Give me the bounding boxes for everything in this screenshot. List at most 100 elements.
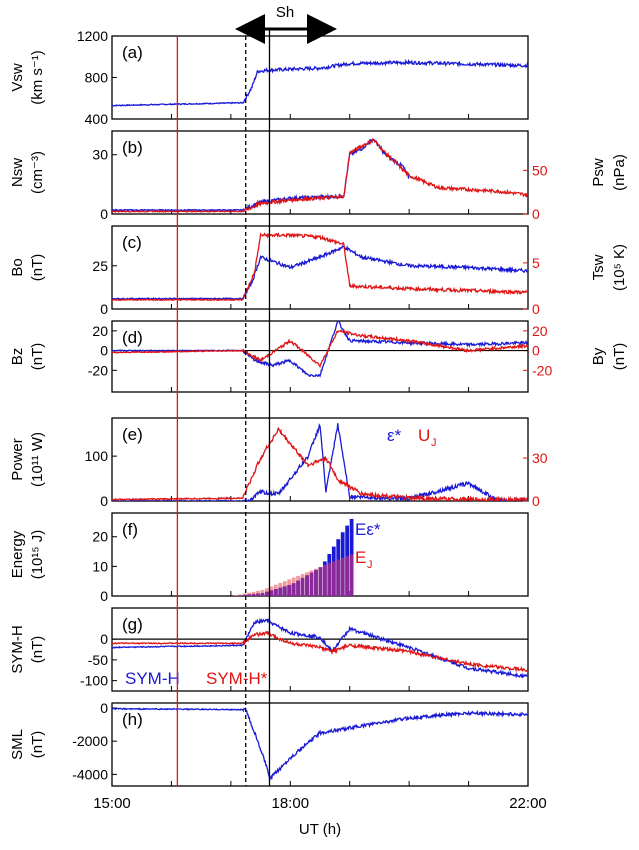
y-axis-unit: (10¹¹ W) [29, 432, 46, 487]
x-tick-label: 22:00 [509, 795, 547, 812]
energy-bar-overlap [336, 559, 341, 596]
legend-symh: SYM-H [125, 669, 180, 688]
panel-frame [111, 130, 529, 215]
panel-frame [111, 607, 529, 692]
panel-frame [111, 320, 529, 393]
panel-frame [111, 225, 529, 310]
y2-axis-label: Tsw [590, 254, 607, 280]
y-tick-label: 20 [92, 529, 108, 545]
panel-frame [111, 702, 529, 787]
y-tick-label: 0 [100, 493, 108, 509]
event-lines-group [176, 28, 271, 786]
y-axis-label: Vsw [9, 63, 26, 92]
panel-h: 0 -2000 -4000 (h) SML (nT) [9, 700, 529, 787]
legend-eps: ε* [387, 426, 402, 445]
series-nsw [112, 138, 410, 212]
y-axis-unit: (nT) [29, 731, 46, 759]
energy-bar-overlap [238, 595, 243, 596]
energy-bar-overlap [327, 563, 332, 596]
energy-bar-overlap [278, 587, 283, 596]
panel-g: 0-50-100(g)SYM-H (nT)SYM-H SYM-H* [9, 607, 529, 692]
panel-frame [111, 35, 529, 120]
legend-symh-star: SYM-H* [206, 669, 268, 688]
y-tick-label: 100 [85, 448, 109, 464]
y-tick-label: -2000 [72, 733, 108, 749]
legend-ej: E [355, 548, 366, 567]
energy-bar-overlap [242, 594, 247, 596]
legend-e-eps: Eε* [355, 520, 381, 539]
series-tsw [112, 232, 528, 302]
y-tick-label: 0 [100, 206, 108, 222]
y-tick-label: 30 [92, 147, 108, 163]
energy-bar-overlap [305, 575, 309, 596]
energy-bar-overlap [309, 572, 314, 596]
x-axis: 15:00 18:00 22:00 [93, 795, 547, 812]
y-tick-label: 1200 [77, 28, 108, 44]
panel-tag: (h) [122, 710, 143, 729]
y-axis-unit: (nT) [29, 636, 46, 664]
series-sml [112, 707, 528, 782]
y-axis-label: Energy [9, 530, 26, 578]
y2-tick-label: 50 [532, 162, 548, 178]
energy-bar-overlap [287, 585, 292, 596]
y2-axis-unit: (10⁵ K) [611, 244, 628, 291]
energy-bar-overlap [282, 586, 287, 596]
energy-bar-overlap [247, 594, 251, 596]
y-axis-unit: (nT) [29, 254, 46, 282]
y2-axis-unit: (nPa) [611, 154, 628, 191]
energy-bar-overlap [251, 593, 256, 596]
sheath-label: Sh [276, 4, 294, 21]
panel-frame [111, 417, 529, 502]
y-tick-label: -4000 [72, 766, 108, 782]
energy-bar-overlap [256, 593, 260, 596]
y-tick-label: 800 [85, 70, 109, 86]
panel-b: 30 0 50 0 (b) Nsw (cm⁻³) Psw (nPa) [9, 130, 628, 222]
series-sym-h [112, 617, 528, 679]
y2-tick-label: 0 [532, 493, 540, 509]
panel-e: 100 0 30 0 (e) Power (10¹¹ W) ε* U J [9, 417, 548, 509]
energy-bar-overlap [273, 589, 278, 596]
x-tick-label: 15:00 [93, 795, 131, 812]
panel-f: 20 10 0 (f) Energy (10¹⁵ J) Eε* E J [9, 512, 529, 604]
y2-axis-unit: (nT) [611, 343, 628, 371]
y2-tick-label: 0 [532, 343, 540, 359]
energy-bar-overlap [345, 556, 350, 596]
y-tick-label: -100 [80, 673, 108, 689]
y-tick-label: 25 [92, 258, 108, 274]
energy-bar-overlap [265, 591, 269, 596]
series-by [112, 329, 528, 369]
legend-ej-sub: J [367, 559, 373, 571]
x-tick-label: 18:00 [272, 795, 310, 812]
legend-uj-sub: J [431, 437, 437, 449]
series-bo [112, 244, 528, 301]
y2-tick-label: 30 [532, 450, 548, 466]
series-bz [112, 321, 528, 378]
panel-c: 25 0 5 0 (c) Bo (nT) Tsw (10⁵ K) [9, 225, 628, 317]
y-tick-label: 0 [100, 631, 108, 647]
y2-tick-label: -20 [532, 362, 552, 378]
energy-bar-overlap [331, 561, 336, 596]
energy-bar-overlap [318, 567, 323, 596]
y-tick-label: 0 [100, 301, 108, 317]
y-axis-label: SYM-H [9, 625, 26, 673]
y-tick-label: 0 [100, 588, 108, 604]
y-tick-label: 0 [100, 700, 108, 716]
panel-tag: (g) [122, 615, 143, 634]
y2-tick-label: 5 [532, 255, 540, 271]
panel-a: 1200 800 400 (a) Vsw (km s⁻¹) [9, 28, 529, 127]
series-u-j [112, 426, 528, 501]
y-axis-label: Bz [9, 348, 26, 366]
energy-bar-overlap [296, 580, 301, 596]
y2-tick-label: 20 [532, 323, 548, 339]
y2-tick-label: 0 [532, 206, 540, 222]
series-psw [112, 137, 528, 214]
energy-bar-overlap [300, 577, 305, 596]
series-- [112, 423, 528, 501]
panel-tag: (d) [122, 328, 143, 347]
panel-tag: (a) [122, 43, 143, 62]
y-tick-label: -50 [88, 652, 108, 668]
legend-uj: U [418, 426, 430, 445]
y-tick-label: -20 [88, 362, 108, 378]
